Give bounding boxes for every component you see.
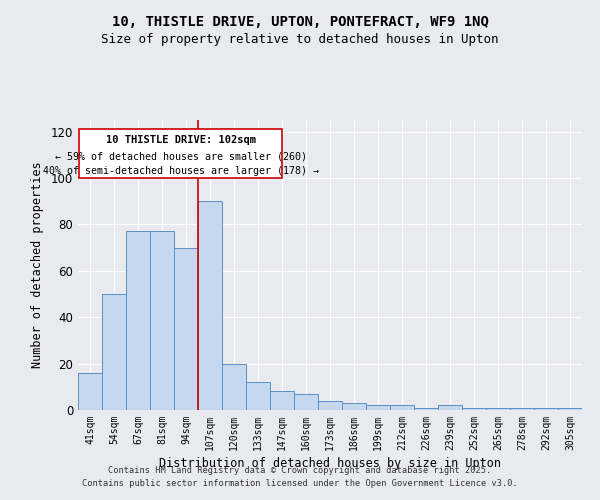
Text: 10 THISTLE DRIVE: 102sqm: 10 THISTLE DRIVE: 102sqm xyxy=(106,135,256,145)
Bar xyxy=(414,408,438,410)
Text: 40% of semi-detached houses are larger (178) →: 40% of semi-detached houses are larger (… xyxy=(43,166,319,176)
Bar xyxy=(222,364,246,410)
Bar xyxy=(174,248,198,410)
Bar xyxy=(78,373,102,410)
Bar xyxy=(462,408,486,410)
Bar xyxy=(366,406,390,410)
Bar xyxy=(102,294,126,410)
FancyBboxPatch shape xyxy=(79,130,282,178)
Bar xyxy=(534,408,558,410)
Bar xyxy=(126,232,150,410)
Bar xyxy=(342,403,366,410)
Text: Size of property relative to detached houses in Upton: Size of property relative to detached ho… xyxy=(101,32,499,46)
Bar xyxy=(294,394,318,410)
Bar xyxy=(150,232,174,410)
Bar xyxy=(198,201,222,410)
Bar xyxy=(438,406,462,410)
Bar xyxy=(390,406,414,410)
Bar xyxy=(486,408,510,410)
X-axis label: Distribution of detached houses by size in Upton: Distribution of detached houses by size … xyxy=(159,457,501,470)
Bar xyxy=(246,382,270,410)
Bar xyxy=(510,408,534,410)
Bar xyxy=(270,392,294,410)
Text: Contains HM Land Registry data © Crown copyright and database right 2025.
Contai: Contains HM Land Registry data © Crown c… xyxy=(82,466,518,487)
Text: ← 59% of detached houses are smaller (260): ← 59% of detached houses are smaller (26… xyxy=(55,152,307,162)
Y-axis label: Number of detached properties: Number of detached properties xyxy=(31,162,44,368)
Text: 10, THISTLE DRIVE, UPTON, PONTEFRACT, WF9 1NQ: 10, THISTLE DRIVE, UPTON, PONTEFRACT, WF… xyxy=(112,15,488,29)
Bar xyxy=(318,400,342,410)
Bar xyxy=(558,408,582,410)
